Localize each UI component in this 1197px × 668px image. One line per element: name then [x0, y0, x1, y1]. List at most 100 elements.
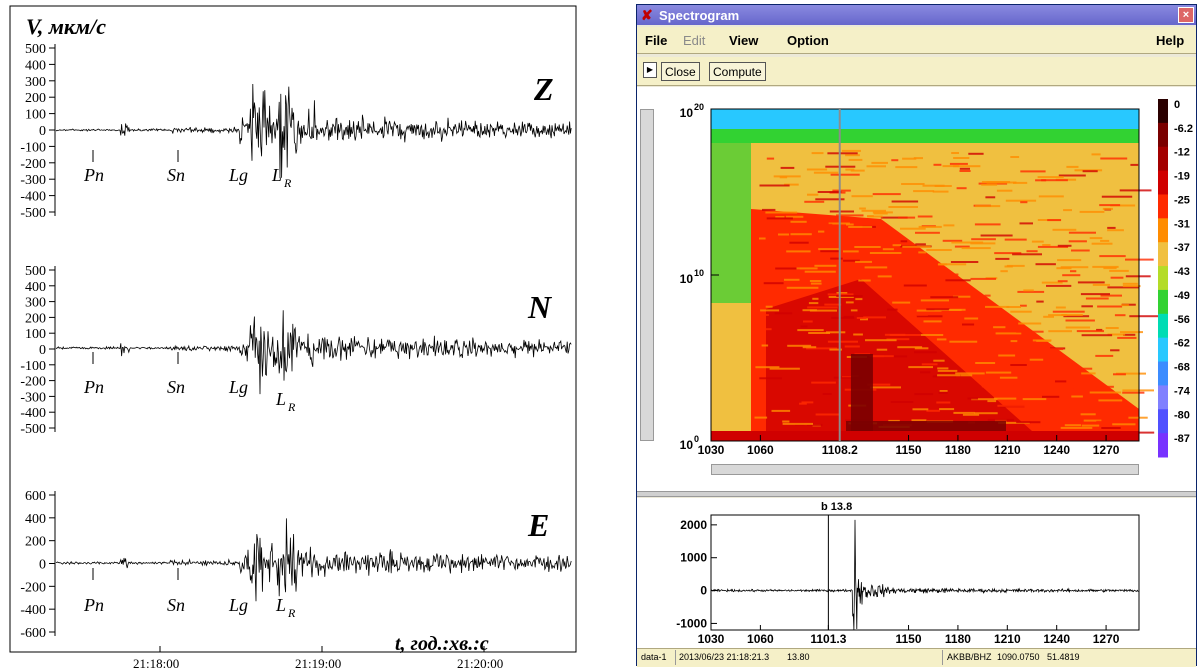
- spec-streak: [974, 223, 1001, 226]
- spec-streak: [754, 328, 772, 331]
- spec-streak: [1010, 156, 1020, 158]
- spec-streak: [827, 152, 858, 155]
- x-tick-label: 1108.2: [822, 443, 858, 457]
- spec-streak: [855, 298, 863, 301]
- spec-streak: [1062, 274, 1081, 277]
- spec-streak: [765, 305, 773, 308]
- spec-streak: [855, 260, 872, 263]
- spec-streak: [869, 252, 902, 254]
- spec-streak: [761, 344, 769, 347]
- expand-arrow-button[interactable]: ▶: [643, 62, 657, 78]
- spec-streak: [1105, 327, 1119, 329]
- menu-help[interactable]: Help: [1156, 33, 1185, 48]
- spec-streak: [786, 272, 801, 275]
- status-value: 13.80: [787, 652, 810, 662]
- spec-streak: [1071, 395, 1083, 398]
- spec-streak: [1092, 283, 1110, 286]
- spec-streak: [774, 312, 793, 315]
- phase-sn: Sn: [167, 377, 185, 397]
- y-tick-label: -400: [20, 406, 46, 421]
- spec-streak: [778, 233, 789, 236]
- spec-streak: [900, 240, 908, 243]
- spec-streak: [1082, 170, 1098, 173]
- spec-streak: [869, 355, 894, 358]
- y-axis-label: V, мкм/с: [26, 14, 106, 39]
- spec-streak: [892, 301, 911, 304]
- menu-option[interactable]: Option: [787, 33, 829, 48]
- spec-streak: [936, 401, 951, 404]
- spec-streak: [850, 169, 865, 172]
- menu-bar: File Edit View Option Help: [637, 27, 1196, 54]
- spec-streak: [975, 362, 996, 364]
- spec-streak: [915, 231, 940, 234]
- spec-streak: [851, 195, 873, 198]
- spec-streak: [971, 398, 998, 401]
- spec-streak: [921, 363, 938, 366]
- vertical-scrollbar[interactable]: [640, 109, 654, 441]
- window-title: Spectrogram: [659, 8, 740, 23]
- spec-streak: [866, 165, 886, 168]
- channel-label-n: N: [527, 289, 553, 325]
- spec-streak: [997, 404, 1026, 407]
- spec-streak: [1010, 364, 1027, 366]
- spec-streak: [1061, 314, 1083, 316]
- spec-streak: [833, 376, 863, 379]
- spec-streak: [985, 196, 996, 199]
- spec-streak: [1077, 281, 1105, 284]
- spec-streak: [808, 302, 819, 305]
- spec-streak: [936, 338, 947, 341]
- spec-streak: [1046, 284, 1072, 287]
- spec-streak: [1081, 334, 1113, 337]
- menu-file[interactable]: File: [645, 33, 668, 48]
- y-tick-label: -1000: [676, 616, 707, 630]
- seismogram-svg: V, мкм/с t, год.:хв.:с Z 500400300200100…: [9, 5, 577, 668]
- waveform-trace-e: [55, 518, 572, 602]
- phase-r-sub: R: [287, 400, 296, 414]
- spec-streak: [801, 401, 814, 404]
- spec-streak: [809, 309, 837, 312]
- status-bar: data-1 2013/06/23 21:18:21.3 13.80 AKBB/…: [637, 648, 1196, 667]
- window-close-button[interactable]: ×: [1178, 7, 1194, 23]
- spec-streak: [912, 408, 929, 411]
- spec-streak: [844, 345, 860, 348]
- spec-streak: [755, 366, 780, 369]
- spec-streak: [953, 295, 971, 298]
- spec-streak: [987, 400, 997, 403]
- spec-streak: [1096, 328, 1103, 331]
- spec-streak: [836, 214, 864, 217]
- y-tick-label: 100: [25, 108, 46, 123]
- colorbar-label: -37: [1174, 242, 1190, 254]
- spec-streak: [800, 325, 808, 328]
- x-axis-label: t, год.:хв.:с: [395, 633, 489, 655]
- pane-divider[interactable]: [637, 491, 1196, 497]
- x-tick-label: 1240: [1043, 443, 1070, 457]
- time-tick: 21:19:00: [295, 656, 341, 668]
- menu-edit[interactable]: Edit: [683, 33, 706, 48]
- spec-streak: [993, 326, 1006, 329]
- spec-streak: [900, 227, 926, 230]
- spec-streak: [856, 317, 867, 319]
- title-bar[interactable]: ✘ Spectrogram ×: [637, 5, 1196, 25]
- colorbar-swatch: [1158, 170, 1168, 195]
- spec-streak: [831, 316, 855, 319]
- spec-streak: [887, 308, 898, 311]
- spec-streak: [1070, 270, 1077, 273]
- spec-streak: [937, 367, 949, 370]
- spec-streak: [968, 152, 984, 155]
- spec-streak: [1119, 189, 1152, 192]
- x-tick-label: 1180: [945, 443, 971, 457]
- spec-streak: [766, 217, 793, 220]
- spec-streak: [814, 264, 837, 267]
- menu-view[interactable]: View: [729, 33, 759, 48]
- spec-streak: [996, 189, 1013, 192]
- spec-streak: [978, 182, 1008, 185]
- spec-streak: [902, 157, 917, 160]
- spec-streak: [1002, 402, 1025, 405]
- close-button[interactable]: Close: [661, 62, 700, 81]
- spec-streak: [923, 320, 942, 323]
- spec-streak: [911, 419, 927, 422]
- spec-streak: [820, 250, 839, 253]
- spec-streak: [956, 187, 967, 190]
- compute-button[interactable]: Compute: [709, 62, 766, 81]
- horizontal-scrollbar[interactable]: [711, 464, 1139, 475]
